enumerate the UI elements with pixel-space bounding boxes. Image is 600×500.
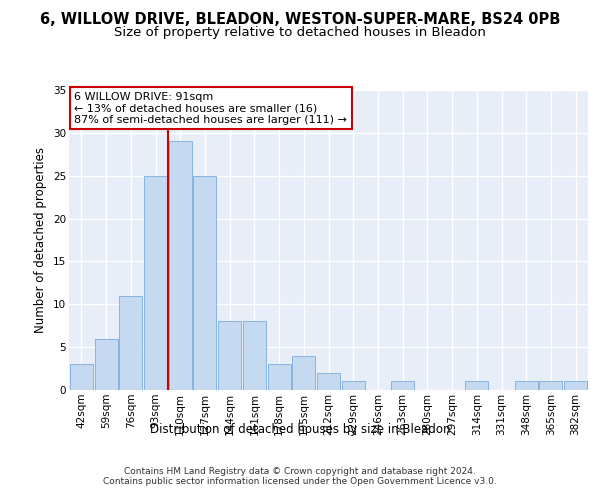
Y-axis label: Number of detached properties: Number of detached properties — [34, 147, 47, 333]
Bar — [515, 382, 538, 390]
Bar — [465, 382, 488, 390]
Text: 6, WILLOW DRIVE, BLEADON, WESTON-SUPER-MARE, BS24 0PB: 6, WILLOW DRIVE, BLEADON, WESTON-SUPER-M… — [40, 12, 560, 28]
Bar — [169, 142, 192, 390]
Text: Size of property relative to detached houses in Bleadon: Size of property relative to detached ho… — [114, 26, 486, 39]
Bar — [95, 338, 118, 390]
Bar — [539, 382, 562, 390]
Bar — [564, 382, 587, 390]
Bar — [70, 364, 93, 390]
Text: Contains public sector information licensed under the Open Government Licence v3: Contains public sector information licen… — [103, 478, 497, 486]
Bar — [342, 382, 365, 390]
Text: Contains HM Land Registry data © Crown copyright and database right 2024.: Contains HM Land Registry data © Crown c… — [124, 468, 476, 476]
Bar — [268, 364, 290, 390]
Bar — [317, 373, 340, 390]
Text: Distribution of detached houses by size in Bleadon: Distribution of detached houses by size … — [150, 422, 450, 436]
Bar — [292, 356, 315, 390]
Bar — [119, 296, 142, 390]
Bar — [218, 322, 241, 390]
Bar — [144, 176, 167, 390]
Bar — [391, 382, 414, 390]
Bar — [243, 322, 266, 390]
Text: 6 WILLOW DRIVE: 91sqm
← 13% of detached houses are smaller (16)
87% of semi-deta: 6 WILLOW DRIVE: 91sqm ← 13% of detached … — [74, 92, 347, 124]
Bar — [193, 176, 217, 390]
